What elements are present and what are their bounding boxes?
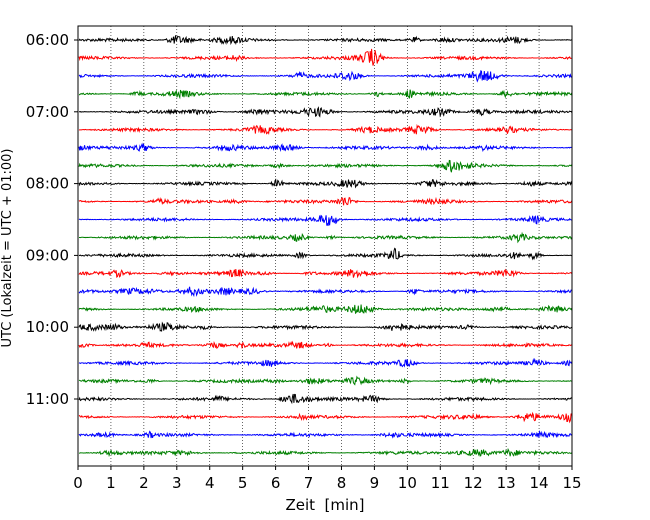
y-axis-label: UTC (Lokalzeit = UTC + 01:00) bbox=[0, 149, 15, 348]
y-tick-label: 11:00 bbox=[26, 390, 69, 408]
x-tick-label: 13 bbox=[497, 474, 516, 492]
trace-line bbox=[78, 375, 572, 386]
x-tick-label: 0 bbox=[73, 474, 83, 492]
trace-line bbox=[78, 123, 572, 136]
trace-line bbox=[78, 196, 573, 206]
x-tick-label: 14 bbox=[530, 474, 549, 492]
y-tick-label: 08:00 bbox=[26, 175, 69, 193]
trace-line bbox=[78, 89, 573, 100]
x-tick-label: 11 bbox=[431, 474, 450, 492]
x-tick-label: 9 bbox=[370, 474, 380, 492]
trace-line bbox=[78, 429, 573, 439]
trace-line bbox=[78, 268, 573, 279]
trace-line bbox=[78, 142, 572, 153]
trace-line bbox=[78, 340, 573, 349]
trace-line bbox=[78, 48, 572, 66]
y-axis-ticks: 06:00 07:00 08:00 09:00 10:00 11:00 bbox=[26, 31, 78, 408]
trace-line bbox=[78, 321, 573, 332]
trace-line bbox=[78, 214, 572, 226]
x-tick-label: 3 bbox=[172, 474, 182, 492]
x-axis-ticks: 0 1 2 3 4 5 6 7 8 9 10 11 12 13 14 15 bbox=[73, 466, 582, 492]
trace-line bbox=[78, 357, 573, 368]
x-tick-label: 8 bbox=[337, 474, 347, 492]
trace-line bbox=[78, 411, 573, 424]
y-tick-label: 10:00 bbox=[26, 318, 69, 336]
x-grid-lines bbox=[110, 26, 540, 466]
seismic-traces bbox=[78, 35, 573, 458]
plot-area bbox=[78, 26, 572, 466]
x-tick-label: 2 bbox=[139, 474, 149, 492]
trace-line bbox=[78, 159, 573, 173]
x-tick-label: 7 bbox=[304, 474, 314, 492]
trace-line bbox=[78, 70, 572, 83]
y-tick-label: 09:00 bbox=[26, 246, 69, 264]
trace-line bbox=[78, 286, 572, 298]
plot-frame bbox=[77, 25, 573, 467]
x-tick-label: 6 bbox=[271, 474, 281, 492]
x-tick-label: 1 bbox=[106, 474, 116, 492]
y-tick-label: 07:00 bbox=[26, 103, 69, 121]
trace-line bbox=[78, 178, 573, 189]
x-tick-label: 10 bbox=[398, 474, 417, 492]
x-tick-label: 15 bbox=[562, 474, 581, 492]
x-tick-label: 4 bbox=[205, 474, 215, 492]
trace-line bbox=[78, 35, 573, 46]
trace-line bbox=[78, 106, 573, 118]
x-tick-label: 12 bbox=[464, 474, 483, 492]
trace-line bbox=[78, 231, 573, 244]
trace-line bbox=[78, 447, 573, 458]
y-tick-label: 06:00 bbox=[26, 31, 69, 49]
x-axis-label: Zeit [min] bbox=[285, 496, 364, 514]
x-tick-label: 5 bbox=[238, 474, 248, 492]
trace-line bbox=[78, 393, 572, 405]
trace-line bbox=[78, 247, 572, 261]
trace-line bbox=[78, 304, 573, 315]
